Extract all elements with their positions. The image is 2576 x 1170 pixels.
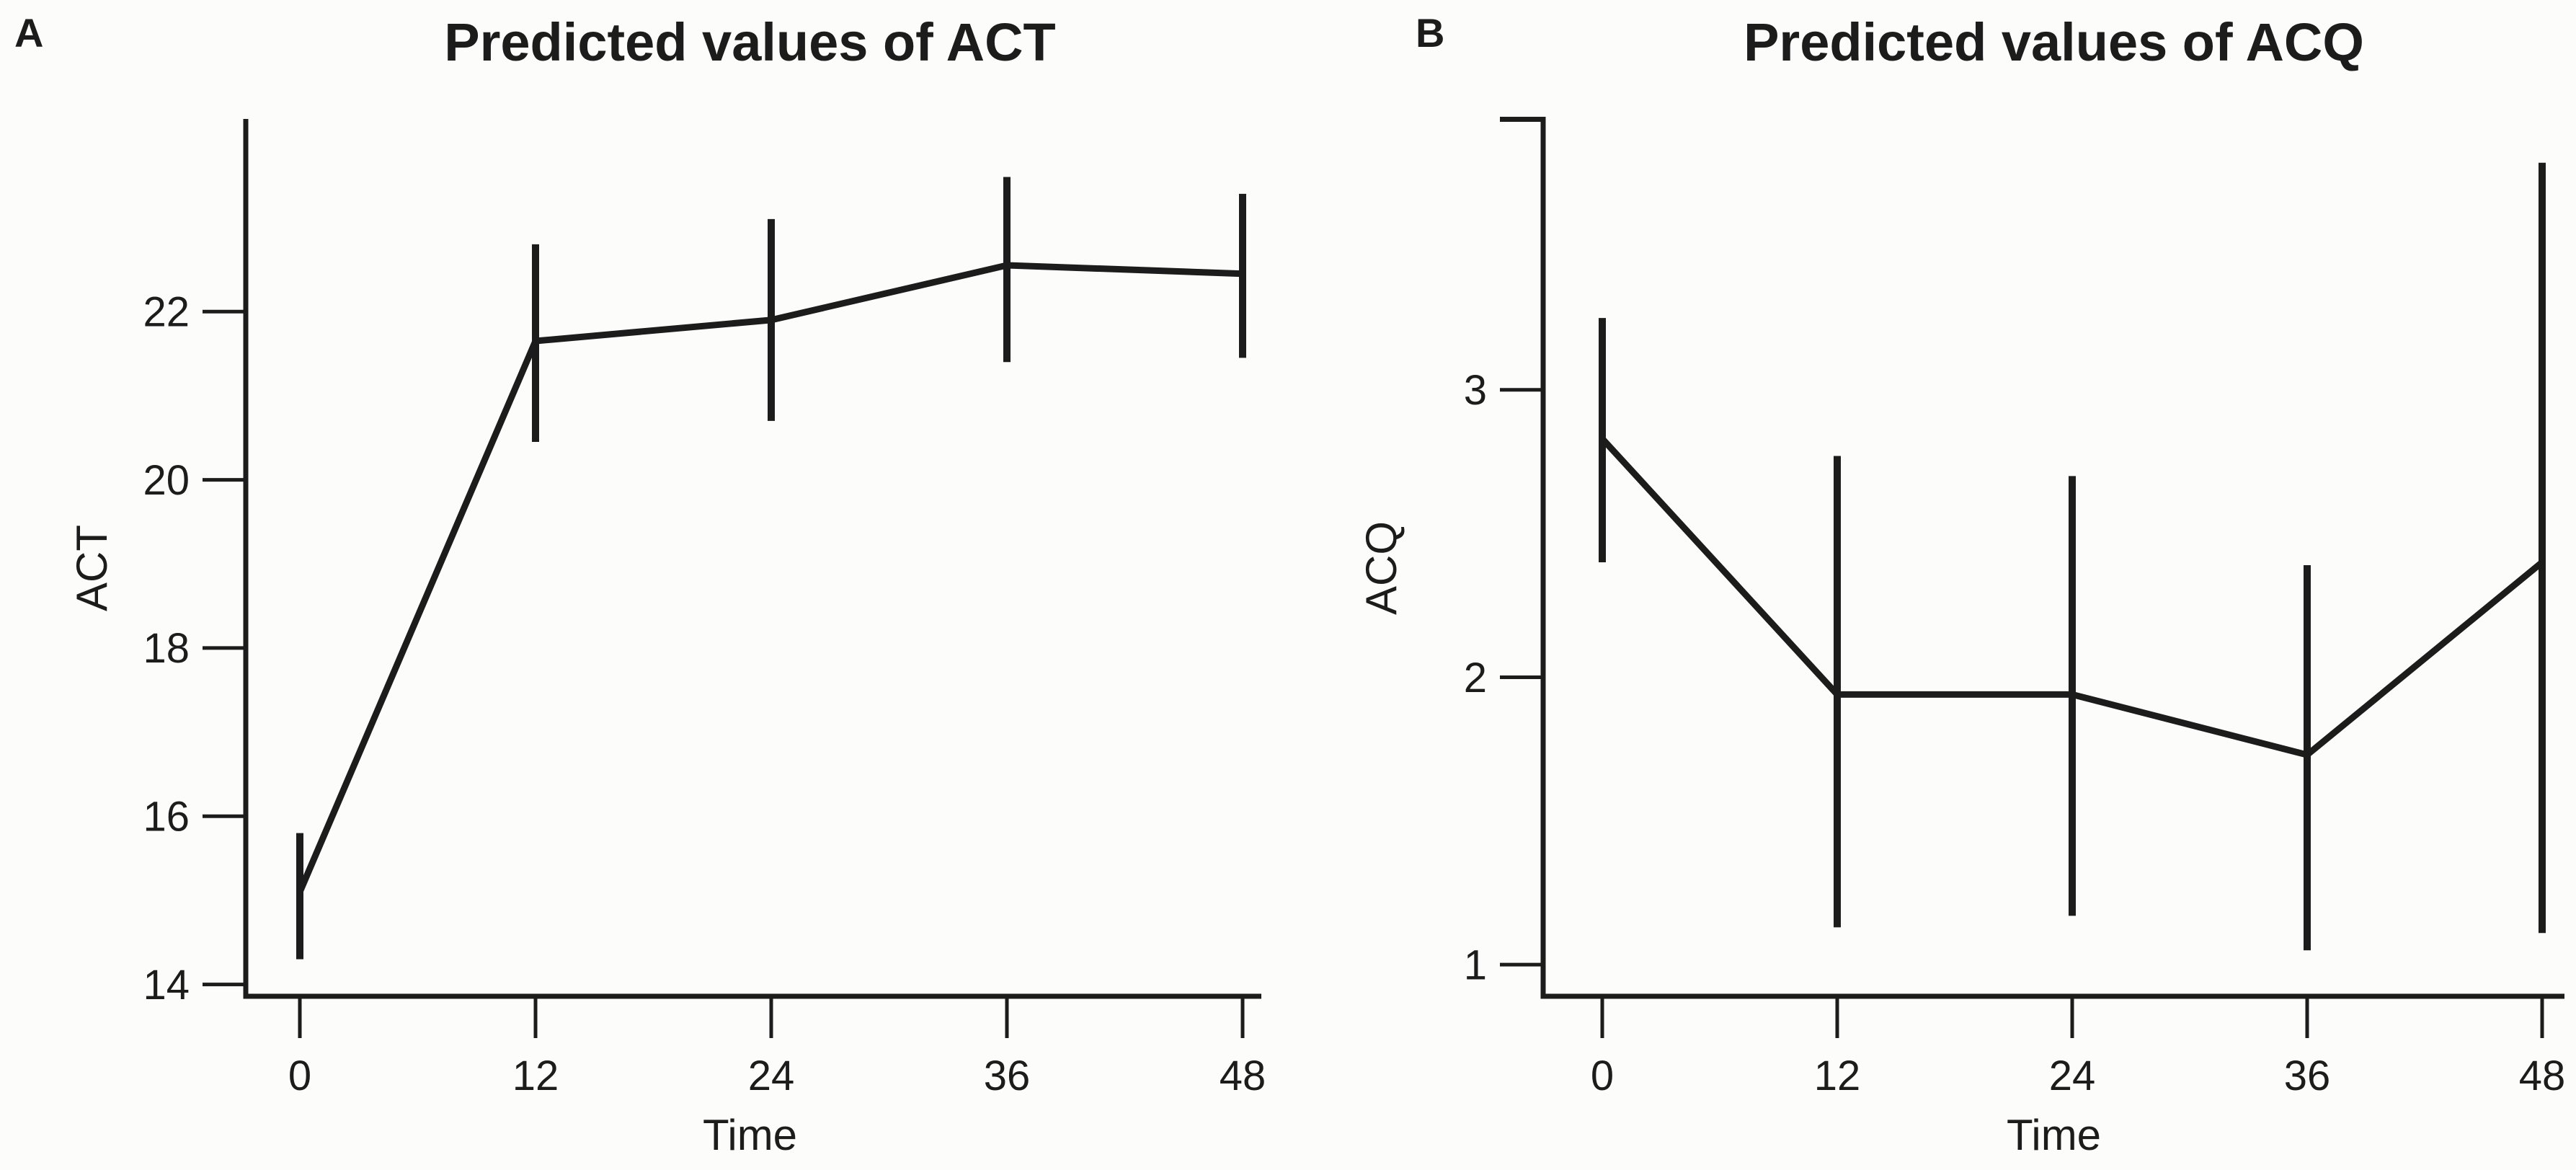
y-tick-label: 20 (143, 457, 190, 504)
x-tick-label: 36 (2284, 1052, 2331, 1099)
x-tick-label: 36 (984, 1052, 1031, 1099)
x-tick-label: 12 (1814, 1052, 1861, 1099)
panel-letter-a: A (14, 10, 44, 56)
y-tick-label: 14 (143, 962, 190, 1009)
x-tick-label: 24 (2049, 1052, 2096, 1099)
x-tick-label: 24 (748, 1052, 795, 1099)
x-tick-label: 0 (288, 1052, 311, 1099)
y-tick-label: 2 (1464, 655, 1487, 701)
x-tick-label: 48 (2519, 1052, 2566, 1099)
y-tick-label: 3 (1464, 367, 1487, 414)
x-tick-label: 0 (1591, 1052, 1614, 1099)
x-axis-title-time-a: Time (702, 1111, 798, 1159)
y-tick-label: 22 (143, 289, 190, 336)
y-axis-title-acq: ACQ (1357, 520, 1405, 616)
y-tick-label: 16 (143, 794, 190, 841)
y-tick-label: 1 (1464, 941, 1487, 988)
chart-title-acq: Predicted values of ACQ (1744, 12, 2364, 72)
y-tick-label: 18 (143, 625, 190, 672)
chart-title-act: Predicted values of ACT (444, 12, 1056, 72)
y-axis-title-act: ACT (68, 525, 116, 611)
data-line (296, 262, 1243, 894)
x-tick-label: 12 (512, 1052, 559, 1099)
panel-letter-b: B (1416, 10, 1445, 56)
data-line (1599, 436, 2544, 759)
x-axis-title-time-b: Time (2006, 1111, 2102, 1159)
x-tick-label: 48 (1220, 1052, 1266, 1099)
